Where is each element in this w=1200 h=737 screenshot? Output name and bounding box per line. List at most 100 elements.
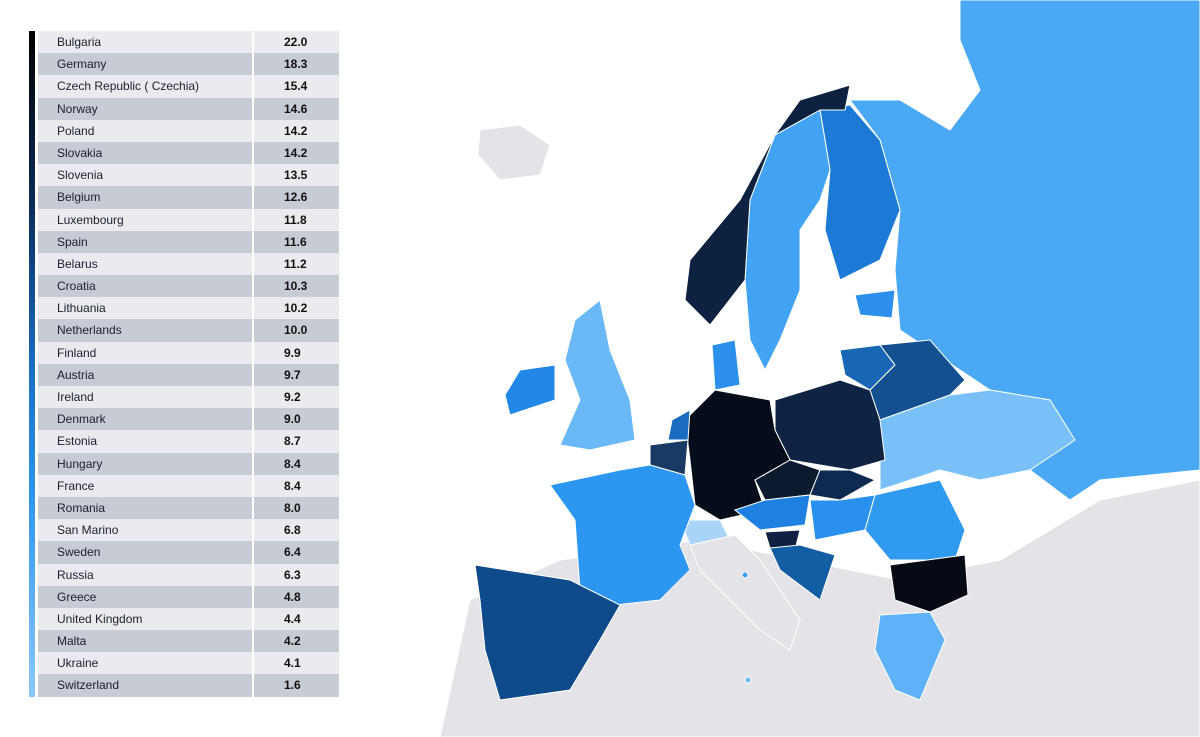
table-row: Denmark 9.0 [38, 408, 339, 431]
country-value: 9.2 [252, 386, 339, 409]
table-row: Finland 9.9 [38, 341, 339, 364]
bulgaria [889, 554, 969, 613]
country-value: 4.8 [252, 585, 339, 608]
color-scale [29, 31, 35, 697]
country-value: 14.2 [252, 119, 339, 142]
country-name: Czech Republic ( Czechia) [57, 79, 200, 94]
table-row: Spain 11.6 [38, 230, 339, 253]
country-name: Poland [57, 123, 95, 138]
austria [733, 494, 811, 531]
country-name: Netherlands [57, 323, 122, 338]
country-name: Belarus [57, 256, 98, 271]
table-row: France 8.4 [38, 474, 339, 497]
country-value: 8.7 [252, 430, 339, 453]
estonia [854, 289, 896, 319]
country-name: Finland [57, 345, 97, 360]
table-row: San Marino 6.8 [38, 519, 339, 542]
country-value: 11.8 [252, 208, 339, 231]
table-row: Ukraine 4.1 [38, 652, 339, 675]
greece [874, 611, 946, 701]
country-value: 15.4 [252, 75, 339, 98]
country-name: Malta [57, 634, 87, 649]
table-row: Slovakia 14.2 [38, 141, 339, 165]
country-value: 6.4 [252, 541, 339, 564]
table-row: Romania 8.0 [38, 496, 339, 520]
country-value: 10.0 [252, 319, 339, 342]
san-marino [741, 571, 749, 579]
country-value: 4.4 [252, 607, 339, 631]
table-row: Russia 6.3 [38, 563, 339, 586]
country-name: Slovakia [57, 145, 103, 160]
country-value: 9.0 [252, 408, 339, 431]
country-name: Hungary [57, 456, 103, 471]
country-name: Norway [57, 101, 98, 116]
table-row: Lithuania 10.2 [38, 297, 339, 320]
table-row: Sweden 6.4 [38, 541, 339, 564]
table-row: Belgium 12.6 [38, 186, 339, 209]
ranking-table: Bulgaria 22.0 Germany 18.3 Czech Republic ( … [38, 31, 339, 697]
country-name: Croatia [57, 279, 96, 294]
country-value: 1.6 [252, 674, 339, 697]
country-name: Switzerland [57, 678, 120, 693]
hungary [809, 494, 876, 541]
country-value: 8.0 [252, 496, 339, 520]
spain [474, 564, 621, 701]
country-name: Sweden [57, 545, 101, 560]
table-row: Netherlands 10.0 [38, 319, 339, 342]
table-row: Belarus 11.2 [38, 252, 339, 276]
country-value: 6.8 [252, 519, 339, 542]
country-name: Austria [57, 367, 95, 382]
country-value: 10.2 [252, 297, 339, 320]
country-value: 9.9 [252, 341, 339, 364]
netherlands [667, 409, 691, 441]
table-row: Hungary 8.4 [38, 452, 339, 475]
country-name: Greece [57, 589, 97, 604]
croatia [769, 544, 836, 601]
country-name: Germany [57, 57, 107, 72]
country-value: 10.3 [252, 275, 339, 298]
country-value: 14.2 [252, 141, 339, 165]
country-name: Russia [57, 567, 94, 582]
table-row: Estonia 8.7 [38, 430, 339, 453]
table-row: Greece 4.8 [38, 585, 339, 608]
table-row: Norway 14.6 [38, 97, 339, 120]
country-value: 22.0 [252, 31, 339, 54]
country-value: 12.6 [252, 186, 339, 209]
table-row: Switzerland 1.6 [38, 674, 339, 697]
table-row: Slovenia 13.5 [38, 164, 339, 187]
table-row: Malta 4.2 [38, 630, 339, 653]
table-row: Luxembourg 11.8 [38, 208, 339, 231]
country-value: 9.7 [252, 363, 339, 386]
country-name: Ireland [57, 390, 94, 404]
malta [744, 676, 752, 684]
country-value: 11.2 [252, 252, 339, 276]
table-row: Germany 18.3 [38, 53, 339, 76]
sweden [744, 109, 831, 372]
country-name: Denmark [57, 412, 106, 427]
country-value: 8.4 [252, 474, 339, 497]
ireland [504, 364, 556, 416]
italy [689, 534, 801, 651]
country-value: 18.3 [252, 53, 339, 76]
country-name: Slovenia [57, 168, 104, 183]
romania [864, 479, 966, 561]
country-value: 4.1 [252, 652, 339, 675]
table-row: Bulgaria 22.0 [38, 31, 339, 54]
poland [774, 379, 886, 471]
ukraine [879, 389, 1076, 491]
united-kingdom [559, 299, 636, 451]
table-row: Austria 9.7 [38, 363, 339, 386]
country-name: Belgium [57, 190, 101, 205]
country-value: 8.4 [252, 452, 339, 475]
country-name: France [57, 478, 95, 493]
country-value: 13.5 [252, 164, 339, 187]
country-name: Bulgaria [57, 35, 102, 49]
iceland [477, 124, 551, 181]
table-row: Poland 14.2 [38, 119, 339, 142]
country-name: San Marino [57, 523, 119, 538]
table-row: Croatia 10.3 [38, 275, 339, 298]
country-name: Spain [57, 234, 88, 249]
table-row: United Kingdom 4.4 [38, 607, 339, 631]
france [549, 464, 696, 606]
